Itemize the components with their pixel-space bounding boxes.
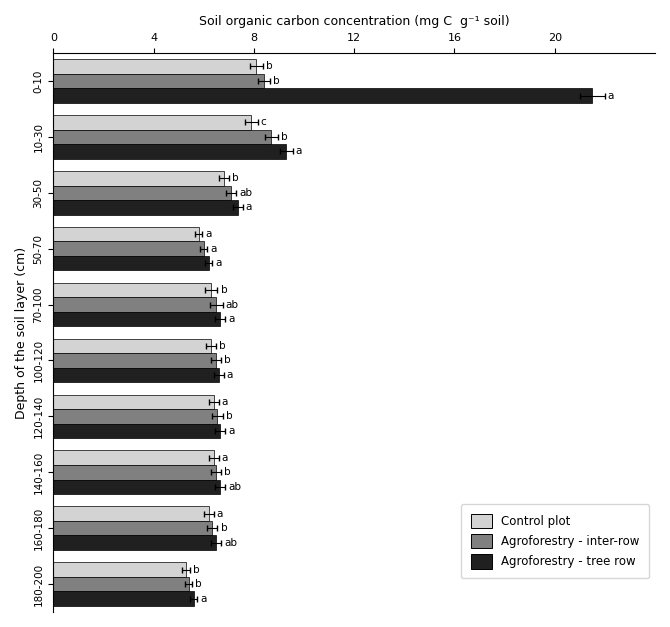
Bar xyxy=(54,521,212,535)
X-axis label: Soil organic carbon concentration (mg C  g⁻¹ soil): Soil organic carbon concentration (mg C … xyxy=(199,15,509,28)
Bar xyxy=(54,394,214,409)
Text: a: a xyxy=(228,426,234,436)
Text: ab: ab xyxy=(239,188,253,198)
Bar xyxy=(54,241,204,256)
Text: a: a xyxy=(608,90,614,100)
Text: a: a xyxy=(226,370,233,380)
Bar xyxy=(54,74,264,88)
Bar xyxy=(54,424,220,438)
Text: b: b xyxy=(220,523,227,533)
Text: a: a xyxy=(222,397,228,407)
Text: a: a xyxy=(200,594,207,604)
Text: b: b xyxy=(224,356,231,366)
Text: b: b xyxy=(224,467,231,477)
Bar xyxy=(54,200,238,214)
Text: b: b xyxy=(193,564,200,574)
Text: a: a xyxy=(206,229,212,239)
Bar xyxy=(54,130,271,144)
Text: b: b xyxy=(265,61,272,71)
Bar xyxy=(54,186,231,200)
Text: a: a xyxy=(222,453,228,463)
Bar xyxy=(54,144,287,159)
Text: b: b xyxy=(220,285,227,295)
Bar xyxy=(54,115,251,130)
Text: a: a xyxy=(228,314,234,324)
Text: b: b xyxy=(232,173,239,183)
Bar xyxy=(54,465,216,480)
Text: a: a xyxy=(217,508,223,519)
Bar xyxy=(54,297,216,312)
Text: ab: ab xyxy=(228,482,241,492)
Text: b: b xyxy=(281,132,287,142)
Text: ab: ab xyxy=(224,538,237,548)
Bar xyxy=(54,227,199,241)
Bar xyxy=(54,591,194,606)
Text: b: b xyxy=(196,579,202,589)
Bar xyxy=(54,256,209,270)
Text: a: a xyxy=(246,203,252,213)
Bar xyxy=(54,171,224,186)
Bar xyxy=(54,339,211,353)
Bar xyxy=(54,577,189,591)
Bar xyxy=(54,450,214,465)
Bar xyxy=(54,535,216,550)
Text: b: b xyxy=(219,341,226,351)
Bar xyxy=(54,480,220,494)
Bar xyxy=(54,59,257,74)
Text: a: a xyxy=(210,244,217,254)
Text: b: b xyxy=(226,411,232,421)
Text: b: b xyxy=(273,76,280,86)
Bar xyxy=(54,368,218,382)
Text: a: a xyxy=(216,258,222,268)
Bar xyxy=(54,507,209,521)
Bar xyxy=(54,312,220,327)
Bar xyxy=(54,88,592,103)
Bar xyxy=(54,283,211,297)
Text: a: a xyxy=(295,147,302,156)
Bar xyxy=(54,562,186,577)
Text: ab: ab xyxy=(226,300,239,310)
Y-axis label: Depth of the soil layer (cm): Depth of the soil layer (cm) xyxy=(15,246,28,419)
Bar xyxy=(54,409,218,424)
Text: c: c xyxy=(261,117,267,127)
Legend: Control plot, Agroforestry - inter-row, Agroforestry - tree row: Control plot, Agroforestry - inter-row, … xyxy=(461,504,649,578)
Bar xyxy=(54,353,216,368)
